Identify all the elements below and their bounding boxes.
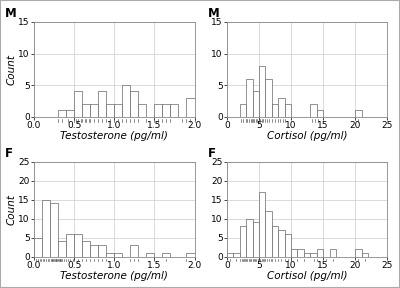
Bar [106, 104, 114, 117]
Bar [317, 110, 323, 117]
X-axis label: Cortisol (pg/ml): Cortisol (pg/ml) [267, 271, 347, 281]
Text: F: F [5, 147, 13, 160]
Bar [66, 234, 74, 257]
Bar [252, 222, 259, 257]
Bar [58, 241, 66, 257]
Bar [298, 249, 304, 257]
Bar [186, 253, 194, 257]
Bar [246, 219, 252, 257]
Text: F: F [208, 147, 216, 160]
Bar [240, 226, 246, 257]
Bar [330, 249, 336, 257]
Bar [317, 249, 323, 257]
Bar [252, 91, 259, 117]
X-axis label: Testosterone (pg/ml): Testosterone (pg/ml) [60, 131, 168, 141]
Bar [285, 234, 291, 257]
X-axis label: Testosterone (pg/ml): Testosterone (pg/ml) [60, 271, 168, 281]
Bar [130, 245, 138, 257]
Bar [227, 253, 233, 257]
Bar [304, 253, 310, 257]
Bar [66, 110, 74, 117]
Bar [42, 200, 50, 257]
Bar [362, 253, 368, 257]
Bar [138, 104, 146, 117]
Bar [82, 241, 90, 257]
Bar [90, 104, 98, 117]
Bar [265, 211, 272, 257]
Bar [50, 203, 58, 257]
Bar [272, 104, 278, 117]
Bar [114, 104, 122, 117]
Bar [122, 85, 130, 117]
Bar [355, 110, 362, 117]
Bar [246, 79, 252, 117]
Bar [154, 104, 162, 117]
Bar [162, 253, 170, 257]
Bar [272, 226, 278, 257]
Bar [240, 104, 246, 117]
Bar [310, 253, 317, 257]
Bar [106, 253, 114, 257]
Bar [355, 249, 362, 257]
Bar [291, 249, 298, 257]
Bar [259, 192, 265, 257]
Bar [74, 234, 82, 257]
Bar [162, 104, 170, 117]
Text: M: M [5, 7, 17, 20]
Bar [146, 253, 154, 257]
Text: M: M [208, 7, 219, 20]
Bar [58, 110, 66, 117]
Bar [90, 245, 98, 257]
Bar [285, 104, 291, 117]
Bar [310, 104, 317, 117]
Bar [170, 104, 178, 117]
Bar [259, 66, 265, 117]
Bar [82, 104, 90, 117]
X-axis label: Cortisol (pg/ml): Cortisol (pg/ml) [267, 131, 347, 141]
Y-axis label: Count: Count [7, 194, 17, 225]
Bar [278, 98, 285, 117]
Bar [265, 79, 272, 117]
Bar [130, 91, 138, 117]
Y-axis label: Count: Count [7, 54, 17, 85]
Bar [98, 245, 106, 257]
Bar [98, 91, 106, 117]
Bar [186, 98, 194, 117]
Bar [34, 238, 42, 257]
Bar [278, 230, 285, 257]
Bar [233, 253, 240, 257]
Bar [74, 91, 82, 117]
Bar [114, 253, 122, 257]
